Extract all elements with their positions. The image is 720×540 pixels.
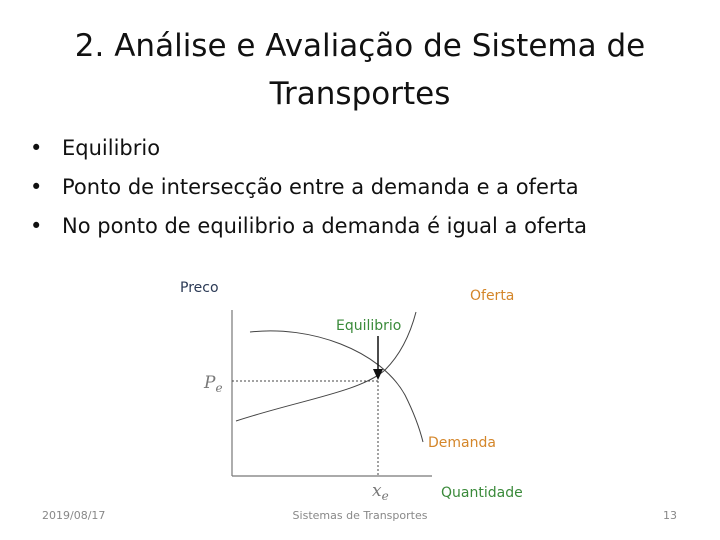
y-axis-label: Preco [180,280,219,296]
bullet-text: Ponto de intersecção entre a demanda e a… [62,175,579,199]
bullet-dot: • [30,175,42,199]
price-marker: Pe [203,373,223,395]
math-main: P [203,373,216,393]
footer-date: 2019/08/17 [42,509,105,522]
demand-label: Demanda [428,435,496,451]
bullet-list: • Equilibrio • Ponto de intersecção entr… [30,136,587,238]
math-sub: e [382,489,389,503]
supply-label: Oferta [470,288,514,304]
x-axis-label: Quantidade [441,485,523,501]
page-number: 13 [663,509,677,522]
math-sub: e [215,381,222,395]
demand-curve [249,330,424,443]
bullet-dot: • [30,214,42,238]
bullet-text: Equilibrio [62,136,160,160]
math-main: x [372,481,382,501]
arrow-head [373,369,383,380]
diagram: Preco Oferta Equilibrio Demanda Quantida… [180,280,523,503]
quantity-marker: xe [372,481,389,503]
bullet-text: No ponto de equilibrio a demanda é igual… [62,214,587,238]
equilibrium-label: Equilibrio [336,318,401,334]
footer-center: Sistemas de Transportes [293,509,428,522]
title: 2. Análise e Avaliação de Sistema de [75,28,645,64]
title: Transportes [269,76,451,112]
bullet-dot: • [30,136,42,160]
